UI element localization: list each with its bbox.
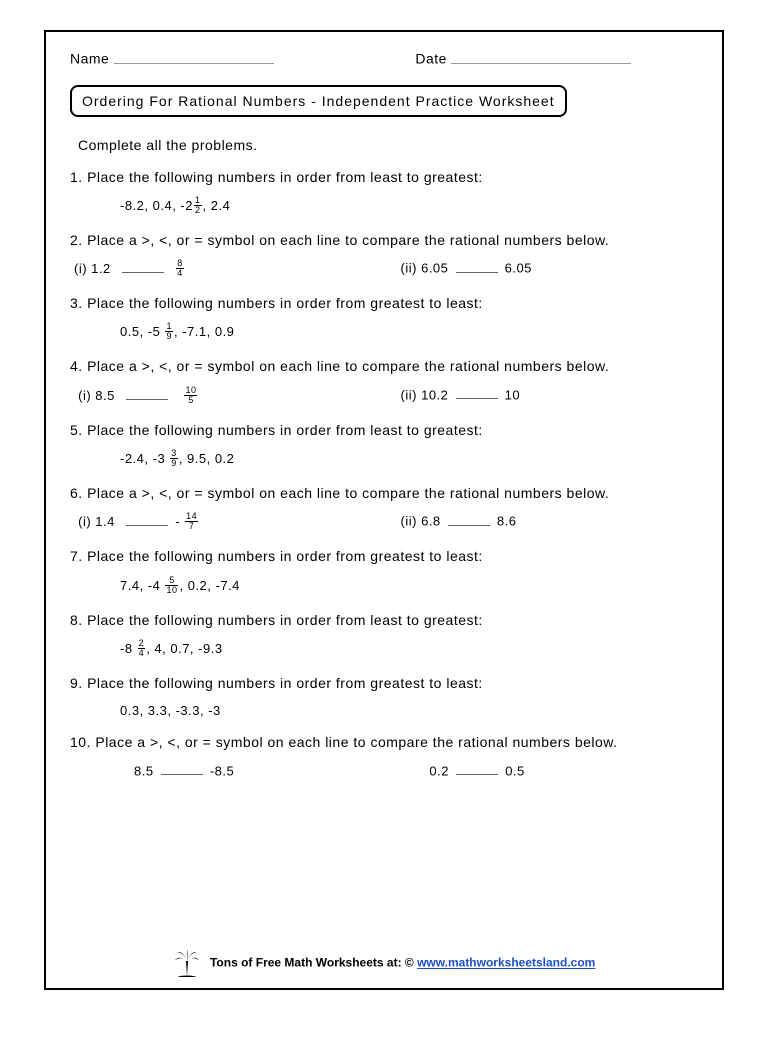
p3-pre: 0.5, -5 (120, 324, 164, 339)
p3-post: , -7.1, 0.9 (174, 324, 234, 339)
p6-ii-right: 8.6 (497, 514, 517, 529)
name-label: Name (70, 51, 109, 67)
problem-4-values: (i) 8.5 105 (ii) 10.2 10 (70, 387, 698, 406)
problem-8-values: -8 24, 4, 0.7, -9.3 (120, 640, 698, 659)
problem-2-values: (i) 1.2 84 (ii) 6.05 6.05 (70, 260, 698, 279)
p6-i-label: (i) 1.4 (78, 514, 115, 529)
p4-ii-right: 10 (505, 387, 520, 402)
problem-9-values: 0.3, 3.3, -3.3, -3 (120, 703, 698, 718)
answer-blank[interactable] (122, 260, 164, 273)
answer-blank[interactable] (161, 763, 203, 776)
p8-post: , 4, 0.7, -9.3 (146, 641, 222, 656)
p6-neg: - (175, 514, 184, 529)
answer-blank[interactable] (456, 260, 498, 273)
answer-blank[interactable] (126, 387, 168, 400)
p5-pre: -2.4, -3 (120, 451, 169, 466)
p8-pre: -8 (120, 641, 137, 656)
fraction-icon: 147 (185, 512, 198, 531)
name-field: Name (70, 50, 415, 67)
p5-post: , 9.5, 0.2 (179, 451, 235, 466)
footer: Tons of Free Math Worksheets at: © www.m… (46, 947, 722, 980)
date-blank[interactable] (451, 50, 631, 64)
p10-part-b: 0.2 0.5 (429, 763, 702, 779)
fraction-icon: 39 (170, 449, 178, 468)
problem-3: 3. Place the following numbers in order … (70, 293, 698, 313)
problem-1: 1. Place the following numbers in order … (70, 167, 698, 187)
header-row: Name Date (70, 50, 698, 67)
problem-10-values: 8.5 -8.5 0.2 0.5 (130, 763, 698, 779)
answer-blank[interactable] (456, 387, 498, 400)
footer-link[interactable]: www.mathworksheetsland.com (417, 956, 595, 970)
problem-3-values: 0.5, -5 19, -7.1, 0.9 (120, 323, 698, 342)
p4-part-i: (i) 8.5 105 (70, 387, 401, 406)
p10-b-right: 0.5 (505, 763, 525, 778)
p1-post: , 2.4 (203, 198, 231, 213)
p6-part-i: (i) 1.4 - 147 (70, 513, 401, 532)
footer-text: Tons of Free Math Worksheets at: © (210, 956, 417, 970)
p4-i-label: (i) 8.5 (78, 388, 115, 403)
p10-a-right: -8.5 (210, 763, 234, 778)
p2-part-ii: (ii) 6.05 6.05 (401, 260, 702, 279)
problem-4: 4. Place a >, <, or = symbol on each lin… (70, 356, 698, 376)
problem-1-values: -8.2, 0.4, -212, 2.4 (120, 197, 698, 216)
problem-2: 2. Place a >, <, or = symbol on each lin… (70, 230, 698, 250)
fraction-icon: 84 (176, 259, 184, 278)
worksheet-title: Ordering For Rational Numbers - Independ… (70, 85, 567, 117)
problem-7-values: 7.4, -4 510, 0.2, -7.4 (120, 577, 698, 596)
problem-9: 9. Place the following numbers in order … (70, 673, 698, 693)
p1-pre: -8.2, 0.4, -2 (120, 198, 193, 213)
p7-post: , 0.2, -7.4 (179, 578, 239, 593)
problem-7: 7. Place the following numbers in order … (70, 546, 698, 566)
problem-6-values: (i) 1.4 - 147 (ii) 6.8 8.6 (70, 513, 698, 532)
problem-10: 10. Place a >, <, or = symbol on each li… (70, 732, 698, 752)
problem-5-values: -2.4, -3 39, 9.5, 0.2 (120, 450, 698, 469)
p2-ii-label: (ii) 6.05 (401, 261, 449, 276)
answer-blank[interactable] (126, 514, 168, 527)
palm-tree-icon (173, 947, 201, 980)
problem-6: 6. Place a >, <, or = symbol on each lin… (70, 483, 698, 503)
fraction-icon: 510 (165, 576, 178, 595)
p4-part-ii: (ii) 10.2 10 (401, 387, 702, 406)
p7-pre: 7.4, -4 (120, 578, 164, 593)
fraction-icon: 105 (184, 386, 197, 405)
name-blank[interactable] (114, 50, 274, 64)
fraction-icon: 24 (138, 639, 146, 658)
p10-a-left: 8.5 (134, 763, 154, 778)
problem-5: 5. Place the following numbers in order … (70, 420, 698, 440)
worksheet-page: Name Date Ordering For Rational Numbers … (44, 30, 724, 990)
answer-blank[interactable] (456, 763, 498, 776)
p2-i-label: (i) 1.2 (74, 261, 111, 276)
answer-blank[interactable] (448, 513, 490, 526)
date-label: Date (415, 51, 447, 67)
p10-part-a: 8.5 -8.5 (130, 763, 429, 779)
fraction-icon: 19 (165, 322, 173, 341)
p6-ii-label: (ii) 6.8 (401, 514, 441, 529)
p2-part-i: (i) 1.2 84 (70, 260, 401, 279)
fraction-icon: 12 (194, 196, 202, 215)
p6-part-ii: (ii) 6.8 8.6 (401, 513, 702, 532)
instruction-text: Complete all the problems. (78, 137, 698, 153)
problem-8: 8. Place the following numbers in order … (70, 610, 698, 630)
date-field: Date (415, 50, 698, 67)
p10-b-left: 0.2 (429, 763, 449, 778)
p4-ii-label: (ii) 10.2 (401, 387, 449, 402)
p2-ii-right: 6.05 (505, 261, 532, 276)
